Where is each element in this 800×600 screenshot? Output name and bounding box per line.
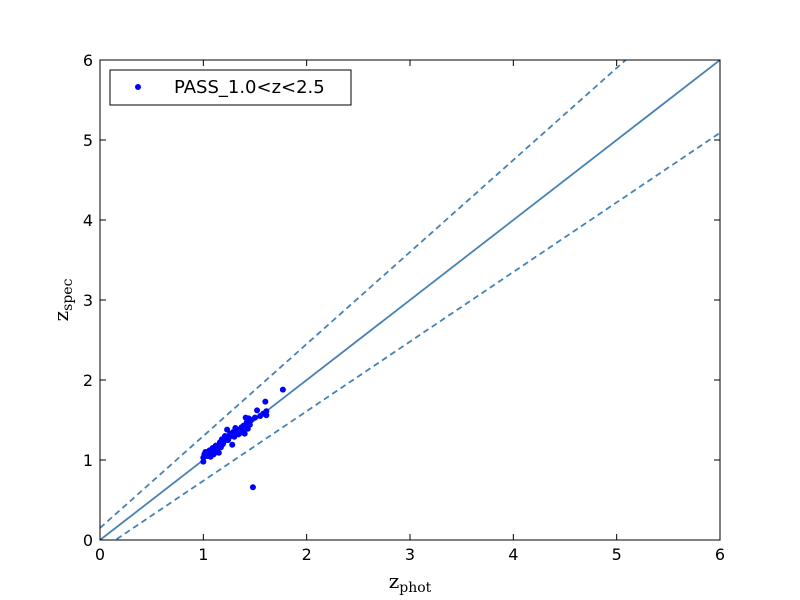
y-tick-label: 0 [83,531,93,550]
y-tick-label: 6 [83,51,93,70]
x-tick-label: 1 [198,545,208,564]
legend: PASS_1.0<z<2.5 [109,69,352,106]
x-tick-label: 4 [508,545,518,564]
data-point [249,484,256,491]
x-axis-label: zphot [389,569,432,596]
x-tick-label: 2 [302,545,312,564]
legend-box [109,69,352,106]
legend-marker [135,84,141,90]
data-points [200,386,286,491]
y-axis-label: zspec [49,278,76,321]
y-tick-label: 5 [83,131,93,150]
legend-label: PASS_1.0<z<2.5 [174,77,325,98]
data-point [254,407,261,414]
data-point [262,398,269,405]
data-point [229,441,236,448]
y-tick-label: 2 [83,371,93,390]
x-tick-label: 0 [95,545,105,564]
data-point [241,430,248,437]
y-tick-label: 1 [83,451,93,470]
axis-ticks: 0 1 2 3 4 5 6 0 1 2 3 4 5 6 [83,51,725,564]
lower-bound-line [113,132,720,540]
data-point [215,449,222,456]
y-tick-label: 3 [83,291,93,310]
data-point [279,386,286,393]
data-point [252,414,258,421]
y-tick-label: 4 [83,211,93,230]
x-tick-label: 6 [715,545,725,564]
x-tick-label: 3 [405,545,415,564]
data-point [246,421,253,428]
data-point [263,412,270,419]
x-tick-label: 5 [612,545,622,564]
upper-bound-line [100,60,628,529]
